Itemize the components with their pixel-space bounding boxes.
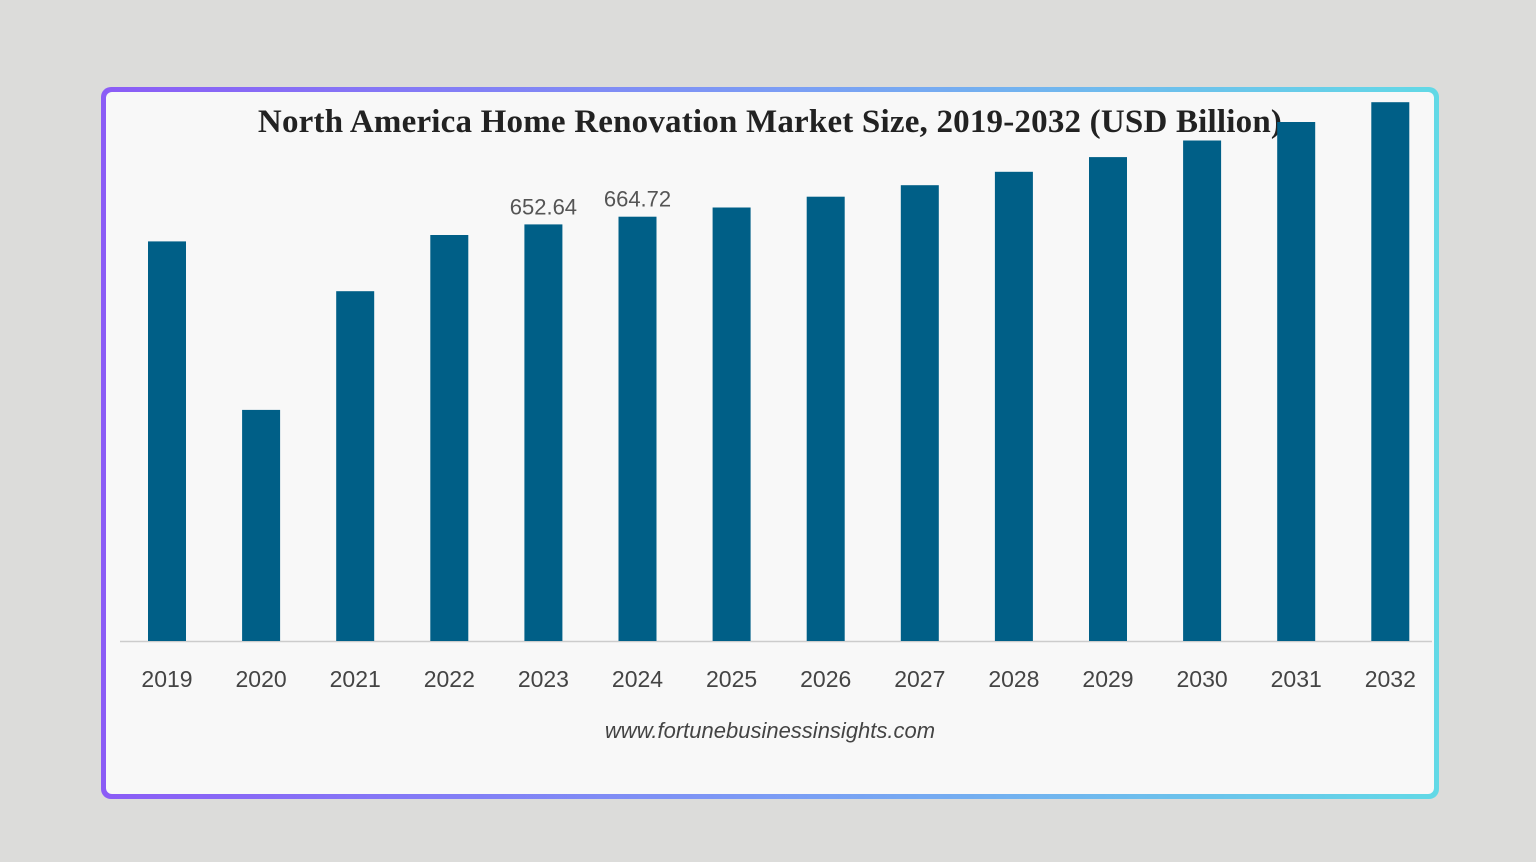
bar-2029 [1089, 157, 1127, 641]
x-tick-label-2020: 2020 [236, 666, 287, 692]
source-url: www.fortunebusinessinsights.com [604, 718, 936, 743]
x-tick-label-2022: 2022 [424, 666, 475, 692]
data-label-2023: 652.64 [510, 194, 577, 219]
x-tick-label-2024: 2024 [612, 666, 663, 692]
chart-title: North America Home Renovation Market Siz… [257, 104, 1283, 140]
bar-2026 [806, 196, 845, 641]
data-label-2024: 664.72 [604, 187, 671, 212]
x-tick-label-2025: 2025 [706, 666, 757, 692]
bar-2031 [1277, 122, 1316, 641]
x-tick-label-2032: 2032 [1365, 666, 1416, 692]
bar-2019 [148, 241, 186, 641]
x-tick-label-2028: 2028 [988, 666, 1039, 692]
chart-frame: North America Home Renovation Market Siz… [101, 87, 1439, 799]
bar-2023 [524, 224, 563, 641]
bar-2024 [618, 216, 657, 641]
bar-2021 [336, 291, 375, 641]
chart-panel: North America Home Renovation Market Siz… [106, 92, 1434, 794]
bar-2028 [994, 171, 1033, 642]
bar-2027 [900, 185, 939, 641]
x-tick-label-2029: 2029 [1082, 666, 1133, 692]
x-tick-label-2023: 2023 [518, 666, 569, 692]
x-tick-label-2026: 2026 [800, 666, 851, 692]
bar-2032 [1371, 102, 1410, 641]
x-tick-label-2030: 2030 [1177, 666, 1228, 692]
x-tick-label-2019: 2019 [141, 666, 192, 692]
bar-2025 [712, 207, 751, 641]
x-tick-label-2021: 2021 [330, 666, 381, 692]
bar-2020 [242, 409, 281, 641]
x-tick-label-2031: 2031 [1271, 666, 1322, 692]
x-tick-label-2027: 2027 [894, 666, 945, 692]
bar-2030 [1183, 140, 1222, 641]
bar-chart: 2019 2020 2021 2022 2023 2024 2025 2026 2027 2028… [120, 102, 1432, 692]
bar-2022 [430, 235, 469, 641]
